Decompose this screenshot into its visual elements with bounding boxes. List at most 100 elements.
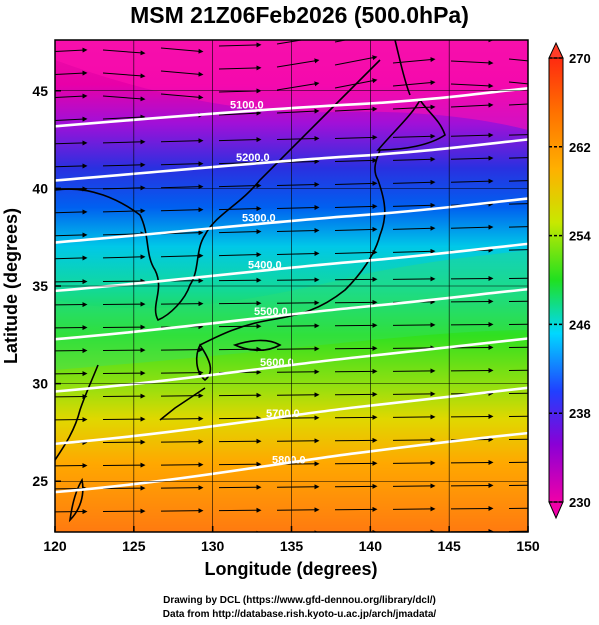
- wind-vector: [334, 134, 378, 140]
- wind-vector: [276, 182, 320, 188]
- drawing-credit: Drawing by DCL (https://www.gfd-dennou.o…: [163, 595, 436, 606]
- wind-vector: [160, 47, 204, 54]
- wind-vector: [160, 138, 204, 144]
- wind-vector: [55, 163, 88, 169]
- contour-line: [55, 287, 528, 341]
- wind-vector: [392, 202, 436, 208]
- contour-line: [55, 431, 528, 494]
- x-axis-label: Longitude (degrees): [204, 559, 377, 579]
- colorbar-tick-label: 230: [569, 495, 591, 510]
- contour-label: 5700.0: [266, 408, 300, 420]
- data-credit: Data from http://database.rish.kyoto-u.a…: [162, 609, 437, 620]
- wind-vector: [218, 229, 262, 235]
- wind-vector: [508, 58, 528, 62]
- wind-vector: [102, 114, 146, 120]
- y-tick-label: 45: [32, 83, 48, 99]
- coastlines: [55, 40, 446, 523]
- wind-vector: [218, 110, 262, 116]
- wind-vector: [160, 184, 204, 190]
- contour-label: 5500.0: [254, 306, 288, 318]
- wind-vector: [55, 255, 88, 261]
- wind-vector: [55, 70, 88, 76]
- wind-vector: [450, 60, 494, 66]
- wind-vector: [508, 226, 528, 228]
- x-tick-label: 125: [122, 538, 146, 554]
- wind-vector: [334, 249, 378, 255]
- wind-vector: [276, 108, 320, 114]
- contour-line: [55, 197, 528, 244]
- wind-vector: [450, 83, 494, 89]
- contour-line: [55, 138, 528, 182]
- wind-vector: [508, 103, 528, 106]
- y-tick-label: 35: [32, 278, 48, 294]
- x-tick-label: 135: [280, 538, 304, 554]
- wind-vector: [55, 93, 88, 99]
- contour-line: [55, 242, 528, 293]
- contour-label: 5300.0: [242, 213, 276, 225]
- wind-vector: [508, 203, 528, 205]
- wind-vector: [276, 136, 320, 142]
- wind-vector: [334, 226, 378, 232]
- wind-vector: [392, 248, 436, 254]
- wind-vector: [508, 249, 528, 251]
- lat-lon-grid: [55, 40, 528, 532]
- wind-vector: [160, 93, 204, 100]
- wind-vector: [276, 205, 320, 211]
- colorbar-tick-label: 270: [569, 51, 591, 66]
- wind-vector: [276, 81, 320, 91]
- wind-vector: [508, 134, 528, 136]
- wind-vector: [392, 225, 436, 231]
- wind-vector: [102, 162, 146, 168]
- y-tick-label: 40: [32, 180, 48, 196]
- wind-vector: [218, 65, 262, 71]
- wind-vector: [392, 80, 436, 87]
- x-axis-ticks: 120 125 130 135 140 145 150: [43, 526, 540, 554]
- x-tick-label: 120: [43, 538, 67, 554]
- wind-vector: [160, 70, 204, 77]
- colorbar-tick-label: 254: [569, 229, 591, 244]
- wind-vector: [392, 156, 436, 162]
- wind-vector: [102, 208, 146, 214]
- wind-vector: [102, 231, 146, 237]
- wind-vector: [55, 116, 88, 122]
- wind-vector: [55, 47, 88, 53]
- y-tick-label: 30: [32, 376, 48, 392]
- colorbar-ticks: 270 262 254 246 238 230: [549, 51, 591, 510]
- contour-line: [55, 86, 528, 128]
- colorbar-body: [548, 57, 564, 503]
- contour-label: 5100.0: [230, 99, 264, 111]
- x-tick-label: 140: [359, 538, 383, 554]
- x-tick-label: 145: [437, 538, 461, 554]
- contour-label: 5800.0: [272, 455, 306, 467]
- wind-vector: [508, 180, 528, 182]
- colorbar-tick-label: 262: [569, 140, 591, 155]
- wind-vector: [392, 179, 436, 185]
- contour-line: [55, 386, 528, 446]
- wind-vector: [276, 58, 320, 68]
- colorbar-top-arrow: [548, 41, 564, 59]
- geopotential-contours: 5100.0 5200.0 5300.0 5400.0 5500.0 5600.0 5700…: [55, 86, 528, 494]
- wind-vector: [55, 140, 88, 146]
- wind-vector: [102, 139, 146, 145]
- wind-vector: [334, 180, 378, 186]
- wind-vector: [508, 81, 528, 85]
- contour-label: 5200.0: [236, 152, 270, 164]
- wind-vector: [218, 206, 262, 212]
- colorbar-tick-label: 246: [569, 317, 591, 332]
- wind-vector: [160, 207, 204, 213]
- wind-vector: [334, 55, 378, 66]
- wind-vector: [218, 252, 262, 258]
- wind-vector: [102, 72, 146, 79]
- wind-vector: [160, 253, 204, 259]
- wind-vector: [218, 42, 262, 48]
- wind-vector: [102, 49, 146, 56]
- y-axis-label: Latitude (degrees): [1, 208, 21, 364]
- wind-vector: [334, 203, 378, 209]
- wind-vector: [334, 106, 378, 112]
- wind-vector: [450, 102, 494, 108]
- x-tick-label: 130: [201, 538, 225, 554]
- wind-vector: [55, 232, 88, 238]
- wind-vector: [218, 183, 262, 189]
- x-tick-label: 150: [516, 538, 540, 554]
- colorbar: 270 262 254 246 238 230: [548, 41, 591, 520]
